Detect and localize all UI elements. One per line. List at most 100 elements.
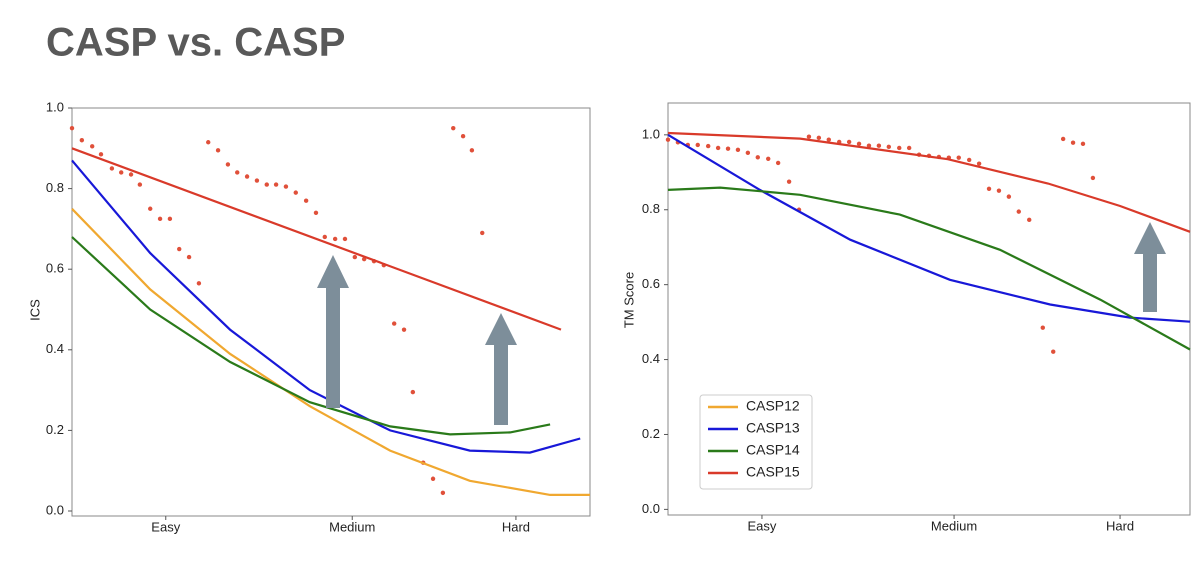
x-tick-label: Hard [502, 519, 530, 534]
point [225, 162, 231, 167]
point [996, 188, 1002, 193]
series-line [71, 159, 581, 454]
point [745, 150, 751, 156]
point [303, 198, 309, 203]
point [196, 281, 202, 286]
point [1040, 325, 1045, 330]
x-tick-label: Hard [1106, 518, 1134, 533]
y-axis-label: TM Score [621, 272, 636, 328]
y-axis-label: ICS [27, 299, 42, 321]
point [206, 140, 211, 145]
point [826, 137, 831, 142]
point [956, 155, 961, 160]
point [244, 174, 250, 179]
point [856, 141, 862, 147]
point [469, 148, 475, 153]
y-tick-label: 0.6 [642, 276, 660, 291]
point [806, 134, 812, 139]
point [1060, 136, 1066, 142]
charts: 0.0 0.2 0.4 0.6 0.8 1.0 Easy Medium Hard ICS 0.0 0.… [27, 99, 1191, 534]
point [897, 145, 902, 151]
x-tick-label: Easy [151, 519, 180, 534]
point [391, 321, 397, 326]
y-tick-label: 0.8 [642, 201, 660, 216]
point [976, 161, 982, 166]
point [322, 234, 327, 240]
plot-frame [71, 107, 591, 517]
legend-box [699, 394, 813, 490]
point [79, 138, 85, 143]
point [410, 389, 416, 395]
point [906, 145, 912, 151]
point [273, 182, 279, 187]
point [186, 254, 192, 260]
point [786, 179, 792, 184]
point [332, 236, 338, 242]
y-tick-label: 0.6 [46, 261, 64, 276]
arrows [317, 222, 1166, 425]
point [460, 134, 466, 139]
arrow [1134, 222, 1166, 312]
point [766, 156, 771, 162]
y-tick-label: 0.4 [642, 351, 660, 366]
point [313, 210, 319, 215]
legend-label: CASP14 [746, 442, 800, 458]
series-line [71, 208, 590, 496]
x-tick-label: Medium [931, 518, 977, 533]
point [1027, 217, 1032, 223]
point [886, 144, 892, 150]
y-tick-label: 1.0 [642, 126, 660, 141]
y-tick-label: 0.0 [46, 502, 64, 517]
series-line [667, 186, 1191, 351]
point [148, 206, 153, 211]
point [735, 147, 741, 153]
point [440, 490, 446, 496]
point [119, 170, 124, 175]
point [755, 155, 760, 160]
point [293, 190, 298, 195]
y-tick-label: 0.8 [46, 180, 64, 195]
x-tick-label: Medium [329, 519, 375, 534]
point [705, 143, 711, 149]
point [283, 184, 289, 189]
y-tick-label: 0.4 [46, 341, 64, 356]
point [352, 254, 358, 260]
point [98, 152, 104, 157]
series-line [667, 131, 1191, 233]
point [215, 148, 221, 153]
y-tick-label: 1.0 [46, 99, 64, 114]
point [342, 236, 348, 242]
point [451, 125, 456, 131]
point [137, 182, 143, 187]
point [695, 142, 700, 148]
point [846, 139, 852, 145]
point [480, 230, 485, 236]
point [1090, 175, 1096, 181]
point [1070, 140, 1076, 145]
point [128, 172, 134, 177]
point [715, 145, 721, 151]
slide-title: CASP vs. CASP [46, 21, 345, 65]
point [725, 146, 731, 151]
y-tick-label: 0.2 [46, 422, 64, 437]
point [235, 170, 240, 175]
x-tick-label: Easy [748, 518, 777, 533]
point [69, 125, 75, 131]
point [876, 143, 882, 148]
point [1006, 194, 1012, 199]
series-line [667, 133, 1191, 323]
point [264, 182, 269, 187]
point [986, 186, 992, 191]
point [966, 157, 972, 163]
y-tick-label: 0.0 [642, 501, 660, 516]
legend-label: CASP15 [746, 464, 800, 480]
point [109, 166, 115, 171]
point [866, 143, 872, 148]
arrow [485, 313, 517, 425]
arrow [317, 255, 349, 408]
point [167, 216, 173, 222]
series-line [71, 147, 562, 331]
point [254, 178, 260, 183]
